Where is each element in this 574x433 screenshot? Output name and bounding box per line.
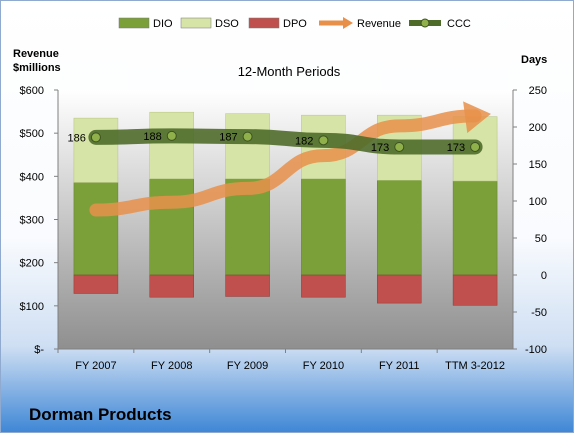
bar-dio: [452, 180, 498, 276]
ccc-line: [88, 128, 483, 155]
revenue-line: [89, 109, 482, 217]
ccc-marker: [470, 141, 481, 152]
ccc-data-label: 186: [68, 132, 86, 144]
right-tick-label: 0: [541, 270, 547, 282]
plot-area: [58, 90, 513, 349]
ccc-data-label: 182: [295, 135, 313, 147]
legend-swatch-ccc-marker: [420, 18, 430, 28]
ccc-data-label: 187: [219, 132, 237, 144]
bar-dio: [73, 182, 119, 276]
x-tick-label: FY 2007: [75, 360, 116, 372]
right-axis-title: Days: [521, 54, 547, 66]
ccc-data-label: 188: [143, 131, 161, 143]
bar-dpo: [301, 274, 346, 298]
left-tick-label: $500: [20, 128, 44, 140]
bar-dso: [149, 111, 194, 180]
ccc-marker: [166, 130, 177, 141]
left-axis-title-line2: $millions: [13, 62, 61, 74]
bar-dpo: [149, 274, 194, 298]
ccc-data-label: 173: [371, 142, 389, 154]
legend-swatch-dso: [180, 17, 212, 29]
x-tick-label: FY 2009: [227, 360, 268, 372]
bar-dso: [225, 113, 270, 180]
legend-label-dpo: DPO: [283, 18, 307, 30]
left-tick-label: $300: [20, 215, 44, 227]
chart-title: 12-Month Periods: [238, 64, 341, 79]
bar-dpo: [73, 274, 119, 294]
x-tick-label: FY 2010: [303, 360, 344, 372]
right-tick-label: 50: [535, 233, 547, 245]
revenue-arrowhead: [463, 101, 491, 134]
legend-swatch-dio: [118, 17, 150, 29]
bar-dso: [73, 117, 119, 183]
x-tick-label: FY 2011: [379, 360, 420, 372]
axes-layer: $- $100 $200 $300 $400 $500 $600 -100 -50 0 50 100 1…: [20, 85, 547, 372]
x-tick-label: TTM 3-2012: [445, 360, 505, 372]
right-tick-label: 100: [529, 196, 547, 208]
right-tick-label: 200: [529, 122, 547, 134]
bar-dpo: [225, 274, 270, 297]
left-tick-label: $400: [20, 171, 44, 183]
ccc-marker: [318, 135, 329, 146]
right-tick-label: -50: [531, 307, 547, 319]
ccc-marker: [394, 141, 405, 152]
legend-label-ccc: CCC: [447, 18, 471, 30]
bar-dio: [377, 180, 422, 276]
left-axis-title-line1: Revenue: [13, 48, 59, 60]
left-tick-label: $100: [20, 301, 44, 313]
x-tick-label: FY 2008: [151, 360, 192, 372]
ccc-marker: [90, 132, 101, 143]
bar-dpo: [452, 274, 498, 306]
legend: DIO DSO DPO Revenue CCC: [118, 17, 471, 30]
legend-label-dio: DIO: [153, 18, 173, 30]
legend-swatch-dpo: [248, 17, 280, 29]
legend-label-dso: DSO: [215, 18, 239, 30]
left-tick-label: $600: [20, 85, 44, 97]
legend-swatch-revenue-head: [343, 17, 353, 29]
left-tick-label: $-: [34, 344, 44, 356]
bar-dpo: [377, 274, 422, 304]
right-tick-label: 150: [529, 159, 547, 171]
ccc-data-label: 173: [447, 142, 465, 154]
lines-layer: 186 188 187 182 173 173: [68, 101, 491, 217]
bar-dio: [149, 178, 194, 276]
company-name: Dorman Products: [29, 405, 172, 424]
bar-dio: [301, 178, 346, 276]
right-tick-label: 250: [529, 85, 547, 97]
ccc-marker: [242, 131, 253, 142]
right-tick-label: -100: [525, 344, 547, 356]
legend-label-revenue: Revenue: [357, 18, 401, 30]
bars-layer: [73, 111, 498, 306]
left-tick-label: $200: [20, 258, 44, 270]
